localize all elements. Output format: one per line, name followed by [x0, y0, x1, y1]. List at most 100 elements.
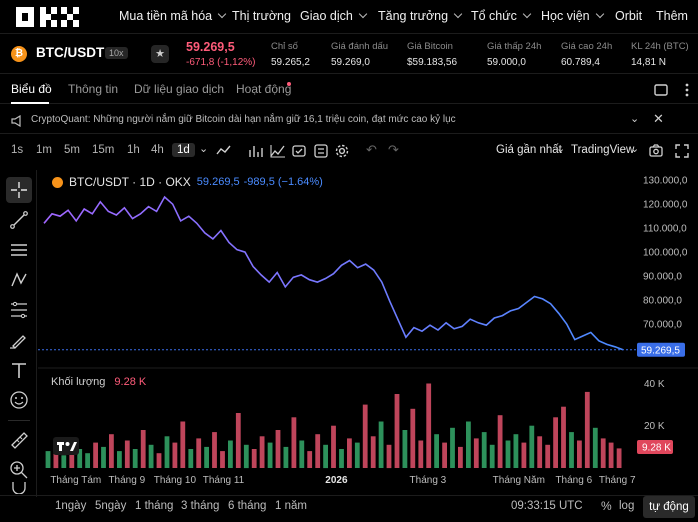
stat-label[interactable]: Giá Bitcoin	[407, 41, 453, 52]
favorite-star-icon[interactable]: ★	[151, 45, 169, 63]
range-1d[interactable]: 1ngày	[55, 500, 87, 512]
nav-academy[interactable]: Học viện	[541, 9, 604, 23]
percent-scale-toggle[interactable]: %	[601, 499, 612, 513]
stat-value: 59.269,0	[331, 57, 370, 68]
alert-icon[interactable]	[292, 144, 306, 158]
volume-bar	[109, 434, 114, 468]
chart-engine-selector[interactable]: TradingView	[571, 144, 635, 156]
volume-bar	[243, 444, 249, 469]
range-3m[interactable]: 3 tháng	[181, 500, 220, 512]
nav-orbit[interactable]: Orbit	[615, 9, 642, 23]
ruler-icon[interactable]	[9, 430, 29, 450]
x-axis-tick-label: Tháng 11	[203, 475, 245, 486]
volume-bar	[434, 434, 439, 468]
zoom-in-icon[interactable]	[9, 460, 29, 480]
volume-bar	[180, 421, 186, 468]
fib-tool-icon[interactable]	[9, 300, 29, 320]
chevron-down-icon	[522, 9, 532, 19]
chevron-down-icon[interactable]: ⌄	[630, 143, 640, 155]
chart-type-line-icon[interactable]	[216, 145, 232, 157]
more-vertical-icon[interactable]	[682, 82, 692, 98]
volume-bar	[172, 442, 178, 468]
stat-label: Giá cao 24h	[561, 41, 613, 52]
okx-logo[interactable]	[16, 7, 82, 27]
tradingview-logo[interactable]	[53, 437, 79, 455]
log-scale-toggle[interactable]: log	[619, 500, 635, 512]
volume-bar	[584, 391, 590, 468]
interval-15m[interactable]: 15m	[92, 144, 115, 156]
window-icon[interactable]	[654, 84, 668, 96]
range-1y[interactable]: 1 năm	[275, 500, 307, 512]
tab-info[interactable]: Thông tin	[68, 82, 119, 96]
camera-icon[interactable]	[649, 144, 663, 157]
fullscreen-icon[interactable]	[675, 144, 689, 158]
compare-icon[interactable]	[270, 144, 286, 158]
stat-label[interactable]: Giá đánh dấu	[331, 41, 389, 52]
tool-divider	[8, 420, 30, 421]
nav-buy-crypto[interactable]: Mua tiền mã hóa	[119, 9, 227, 23]
y-axis-tick-label: 80.000,0	[643, 296, 682, 307]
stat-value: 59.000,0	[487, 57, 526, 68]
chevron-down-icon	[217, 9, 227, 19]
range-6m[interactable]: 6 tháng	[228, 500, 267, 512]
drawing-toolbar	[0, 170, 37, 497]
nav-institutional[interactable]: Tổ chức	[471, 9, 532, 23]
text-tool-icon[interactable]	[9, 360, 29, 380]
interval-1h[interactable]: 1h	[127, 144, 140, 156]
emoji-icon[interactable]	[9, 390, 29, 410]
crosshair-icon[interactable]	[9, 180, 29, 200]
range-1m[interactable]: 1 tháng	[135, 500, 174, 512]
nav-trade[interactable]: Giao dịch	[300, 9, 368, 23]
x-axis-tick-label: Tháng Tám	[50, 475, 101, 486]
stat-label[interactable]: Chỉ số	[271, 41, 298, 52]
indicators-icon[interactable]	[249, 144, 263, 158]
volume-bar	[592, 427, 598, 468]
volume-bar	[426, 383, 432, 468]
auto-scale-toggle[interactable]: tự động	[643, 496, 695, 518]
interval-1m[interactable]: 1m	[36, 144, 52, 156]
nav-growth[interactable]: Tăng trưởng	[378, 9, 463, 23]
volume-bar	[212, 432, 217, 468]
redo-icon[interactable]: ↷	[388, 142, 399, 157]
volume-bar	[466, 421, 471, 468]
chevron-down-icon[interactable]: ⌄	[630, 113, 640, 125]
active-tab-indicator	[11, 102, 49, 104]
range-5d[interactable]: 5ngày	[95, 500, 127, 512]
nav-more[interactable]: Thêm	[656, 9, 688, 23]
chevron-down-icon[interactable]: ⌄	[556, 143, 566, 155]
volume-bar	[362, 404, 368, 468]
close-icon[interactable]: ✕	[653, 111, 664, 126]
template-icon[interactable]	[314, 144, 328, 158]
price-source-selector[interactable]: Giá gần nhất	[496, 144, 562, 156]
nav-markets[interactable]: Thị trường	[232, 9, 291, 23]
utc-clock[interactable]: 09:33:15 UTC	[511, 500, 583, 512]
volume-bar	[235, 413, 241, 468]
chevron-down-icon[interactable]: ⌄	[199, 143, 209, 155]
leverage-badge: 10x	[105, 47, 128, 59]
magnet-icon[interactable]	[9, 480, 29, 494]
tab-chart[interactable]: Biểu đồ	[11, 82, 52, 96]
news-ticker-text[interactable]: CryptoQuant: Những người nắm giữ Bitcoin…	[31, 114, 456, 125]
volume-bar	[339, 449, 344, 468]
pair-selector[interactable]: BTC/USDT	[36, 45, 105, 60]
settings-gear-icon[interactable]	[335, 144, 349, 158]
volume-bar	[410, 408, 416, 468]
interval-5m[interactable]: 5m	[64, 144, 80, 156]
interval-1s[interactable]: 1s	[11, 144, 24, 156]
volume-legend: Khối lượng 9.28 K	[51, 376, 146, 388]
interval-1d[interactable]: 1d	[172, 143, 195, 157]
volume-bar	[148, 444, 154, 469]
tab-trading-data[interactable]: Dữ liệu giao dịch	[134, 82, 225, 96]
price-change: -671,8 (-1,12%)	[186, 57, 256, 68]
volume-bar	[188, 449, 194, 468]
interval-4h[interactable]: 4h	[151, 144, 164, 156]
price-chart[interactable]: 130.000,0 120.000,0 110.000,0 100.000,0 90.0…	[38, 170, 698, 497]
brush-icon[interactable]	[9, 330, 29, 350]
horizontal-lines-icon[interactable]	[9, 240, 29, 260]
volume-bar	[93, 442, 98, 468]
tab-activity[interactable]: Hoạt động	[236, 82, 292, 96]
pattern-tool-icon[interactable]	[9, 270, 29, 290]
trend-line-icon[interactable]	[9, 210, 29, 230]
volume-bar	[608, 442, 614, 468]
undo-icon[interactable]: ↶	[366, 142, 377, 157]
